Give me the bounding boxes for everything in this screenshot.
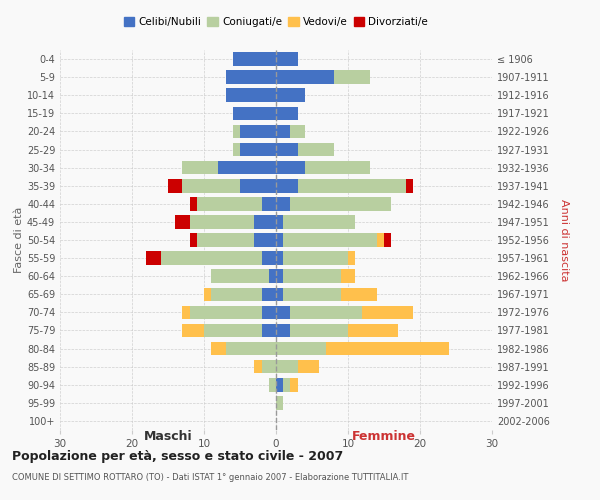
Bar (276, 106, 298, 120)
Bar (276, 142, 298, 156)
Bar (276, 270, 283, 283)
Bar (276, 70, 334, 84)
Bar (204, 288, 211, 301)
Bar (283, 215, 355, 228)
Bar (276, 288, 283, 301)
Bar (262, 252, 276, 265)
Bar (262, 306, 276, 319)
Bar (182, 324, 204, 338)
Bar (262, 324, 276, 338)
Bar (341, 288, 377, 301)
Bar (262, 360, 276, 374)
Legend: Celibi/Nubili, Coniugati/e, Vedovi/e, Divorziati/e: Celibi/Nubili, Coniugati/e, Vedovi/e, Di… (119, 12, 433, 31)
Text: Popolazione per età, sesso e stato civile - 2007: Popolazione per età, sesso e stato civil… (12, 450, 343, 463)
Bar (276, 396, 283, 409)
Bar (254, 233, 276, 247)
Bar (283, 252, 348, 265)
Bar (226, 88, 276, 102)
Bar (161, 252, 262, 265)
Bar (276, 233, 283, 247)
Bar (283, 288, 341, 301)
Bar (276, 197, 290, 210)
Text: Femmine: Femmine (352, 430, 416, 443)
Bar (276, 306, 290, 319)
Bar (276, 342, 326, 355)
Bar (190, 306, 262, 319)
Bar (276, 378, 283, 392)
Bar (334, 70, 370, 84)
Bar (233, 124, 240, 138)
Bar (182, 306, 190, 319)
Bar (197, 197, 262, 210)
Bar (211, 342, 226, 355)
Bar (348, 252, 355, 265)
Text: COMUNE DI SETTIMO ROTTARO (TO) - Dati ISTAT 1° gennaio 2007 - Elaborazione TUTTI: COMUNE DI SETTIMO ROTTARO (TO) - Dati IS… (12, 472, 409, 482)
Bar (240, 179, 276, 192)
Bar (290, 306, 362, 319)
Bar (182, 161, 218, 174)
Bar (269, 270, 276, 283)
Bar (290, 124, 305, 138)
Bar (190, 197, 197, 210)
Bar (218, 161, 276, 174)
Bar (290, 378, 298, 392)
Bar (190, 215, 254, 228)
Bar (377, 233, 384, 247)
Bar (226, 342, 276, 355)
Bar (262, 197, 276, 210)
Bar (175, 215, 190, 228)
Bar (204, 324, 262, 338)
Bar (276, 88, 305, 102)
Bar (276, 215, 283, 228)
Bar (283, 270, 341, 283)
Bar (276, 124, 290, 138)
Bar (233, 106, 276, 120)
Bar (384, 233, 391, 247)
Bar (262, 288, 276, 301)
Text: Maschi: Maschi (143, 430, 193, 443)
Bar (211, 288, 262, 301)
Bar (283, 233, 377, 247)
Bar (240, 142, 276, 156)
Y-axis label: Anni di nascita: Anni di nascita (559, 198, 569, 281)
Bar (211, 270, 269, 283)
Bar (276, 161, 305, 174)
Bar (298, 142, 334, 156)
Bar (290, 324, 348, 338)
Bar (362, 306, 413, 319)
Bar (240, 124, 276, 138)
Bar (283, 378, 290, 392)
Bar (406, 179, 413, 192)
Bar (305, 161, 370, 174)
Bar (233, 142, 240, 156)
Bar (276, 252, 283, 265)
Bar (146, 252, 161, 265)
Bar (182, 179, 240, 192)
Bar (298, 360, 319, 374)
Bar (276, 360, 298, 374)
Bar (190, 233, 197, 247)
Bar (276, 179, 298, 192)
Bar (298, 179, 406, 192)
Bar (326, 342, 449, 355)
Bar (276, 324, 290, 338)
Y-axis label: Fasce di età: Fasce di età (14, 207, 24, 273)
Bar (290, 197, 391, 210)
Bar (348, 324, 398, 338)
Bar (254, 215, 276, 228)
Bar (226, 70, 276, 84)
Bar (341, 270, 355, 283)
Bar (276, 52, 298, 66)
Bar (254, 360, 262, 374)
Bar (233, 52, 276, 66)
Bar (168, 179, 182, 192)
Bar (197, 233, 254, 247)
Bar (269, 378, 276, 392)
